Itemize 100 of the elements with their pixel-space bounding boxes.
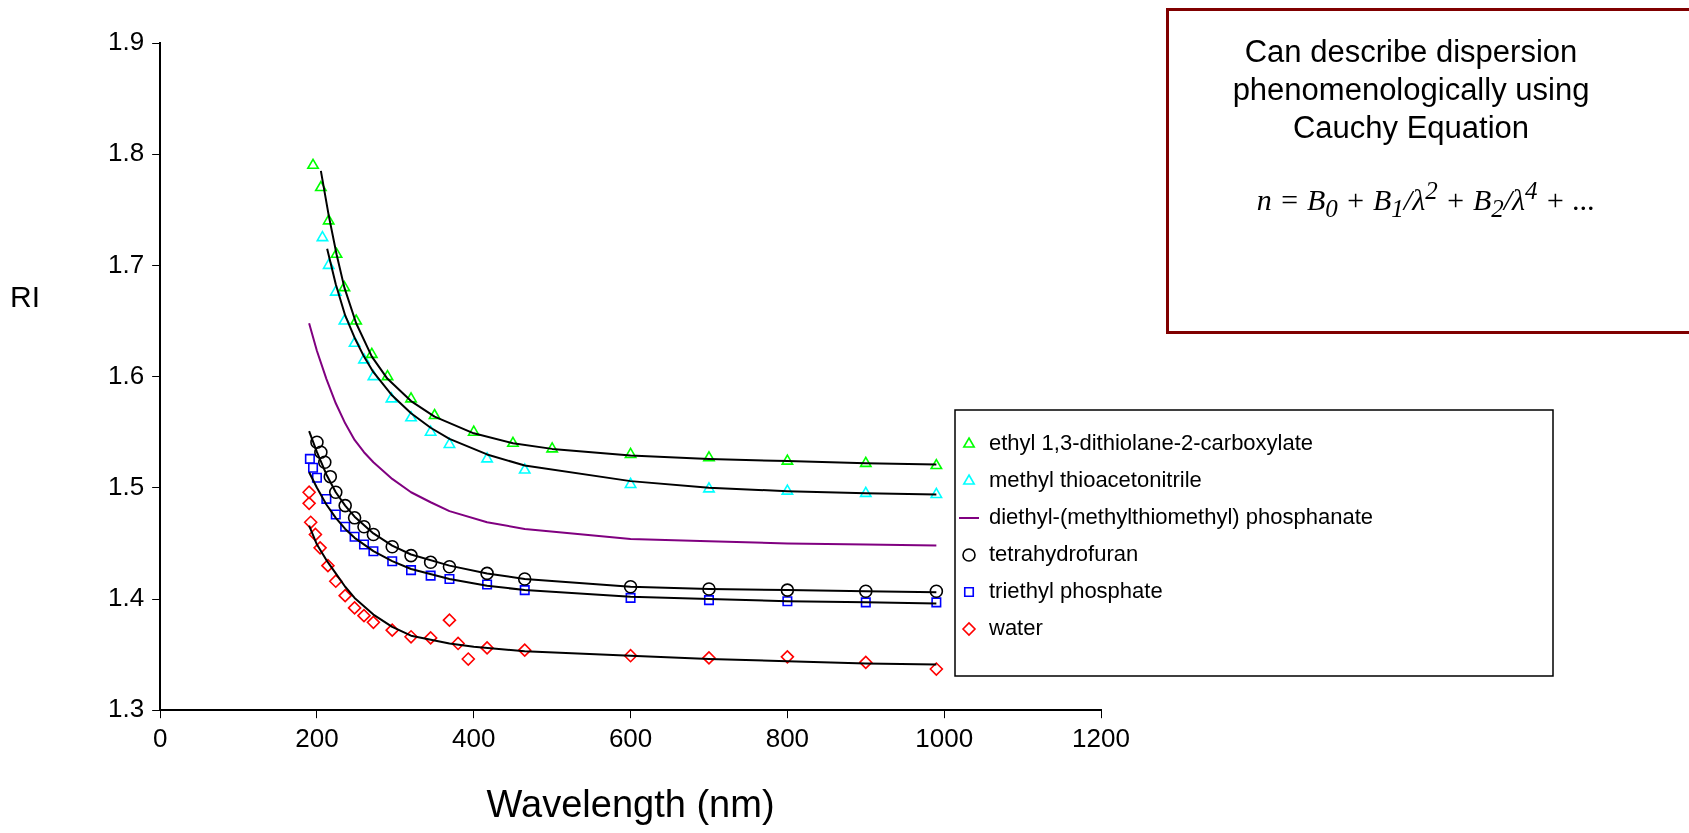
point <box>304 453 315 464</box>
point <box>338 280 351 292</box>
legend-label: triethyl phosphate <box>989 578 1163 604</box>
point <box>451 636 465 651</box>
point <box>702 450 715 462</box>
point <box>404 630 418 644</box>
point <box>328 485 343 500</box>
point <box>702 582 716 596</box>
point <box>930 458 943 470</box>
y-tick-label: 1.5 <box>107 470 145 501</box>
point <box>781 454 794 465</box>
legend-label: ethyl 1,3-dithiolane-2-carboxylate <box>989 430 1314 456</box>
point <box>404 548 418 563</box>
x-tick-label: 200 <box>295 722 339 753</box>
point <box>929 584 944 599</box>
point <box>349 531 360 542</box>
point <box>482 579 493 590</box>
legend-label: diethyl-(methylthiomethyl) phosphanate <box>989 504 1373 530</box>
point <box>314 180 327 192</box>
point <box>467 425 480 436</box>
x-tick-label: 1200 <box>1072 722 1130 753</box>
y-tick-label: 1.3 <box>107 693 145 724</box>
x-axis-title: Wavelength (nm) <box>486 782 775 825</box>
point <box>381 369 394 381</box>
legend-label: tetrahydrofuran <box>989 541 1139 567</box>
point <box>425 570 436 581</box>
legend-label: methyl thioacetonitrile <box>989 467 1202 493</box>
point <box>338 314 351 325</box>
y-tick-label: 1.4 <box>107 582 145 613</box>
x-tick-label: 400 <box>452 722 496 753</box>
y-tick-label: 1.9 <box>107 26 145 57</box>
point <box>931 597 942 608</box>
point <box>308 527 323 542</box>
point <box>330 509 341 520</box>
point <box>517 643 532 657</box>
point <box>322 258 335 270</box>
point <box>347 511 362 525</box>
point <box>623 579 638 594</box>
point <box>480 566 494 581</box>
point <box>302 485 316 500</box>
y-tick-label: 1.8 <box>107 137 145 168</box>
point <box>310 435 324 450</box>
point <box>385 392 398 403</box>
point <box>518 463 531 474</box>
point <box>323 469 338 484</box>
point <box>385 623 400 637</box>
point <box>442 613 457 627</box>
point <box>702 651 716 665</box>
point <box>546 442 559 453</box>
point <box>348 336 361 348</box>
x-tick-label: 800 <box>765 722 810 753</box>
point <box>858 655 873 670</box>
point <box>387 556 398 567</box>
point <box>338 498 352 513</box>
point <box>350 314 363 325</box>
point <box>625 592 636 603</box>
point <box>366 615 381 630</box>
y-tick-label: 1.6 <box>107 359 145 390</box>
y-axis-title: RI <box>10 280 40 314</box>
point <box>368 546 379 557</box>
point <box>624 477 637 489</box>
point <box>929 662 944 676</box>
text: Can describe dispersion phenomenologically using Cauchy Equation <box>1231 33 1591 147</box>
point <box>703 595 715 606</box>
point <box>328 574 343 589</box>
point <box>423 631 438 645</box>
point <box>321 493 332 504</box>
y-tick-label: 1.7 <box>107 248 145 279</box>
point <box>317 455 332 470</box>
point <box>781 484 794 495</box>
point <box>358 539 370 550</box>
point <box>347 601 362 615</box>
point <box>357 608 371 623</box>
x-tick-label: 1000 <box>915 722 974 753</box>
point <box>859 456 872 468</box>
point <box>385 539 400 554</box>
point <box>330 247 343 259</box>
point <box>423 555 438 570</box>
point <box>367 369 380 381</box>
point <box>930 487 943 499</box>
point <box>366 527 381 542</box>
point <box>444 573 455 585</box>
point <box>780 650 795 664</box>
point <box>506 436 519 448</box>
point <box>859 486 872 498</box>
point <box>322 214 335 225</box>
point <box>442 559 457 574</box>
point <box>365 347 378 359</box>
point <box>481 452 494 463</box>
point <box>313 541 327 555</box>
point <box>302 496 316 511</box>
x-tick-label: 0 <box>152 722 168 753</box>
point <box>358 353 370 364</box>
legend-label: water <box>988 615 1043 641</box>
point <box>519 585 530 596</box>
point <box>424 425 437 436</box>
text: n = B$_{0}$ + B$_{1}$/λ$^{2}$ + B$_{2}$/λ$^{4}$ + ... <box>1256 177 1596 222</box>
point <box>406 565 417 576</box>
point <box>428 408 441 420</box>
point <box>329 285 342 296</box>
